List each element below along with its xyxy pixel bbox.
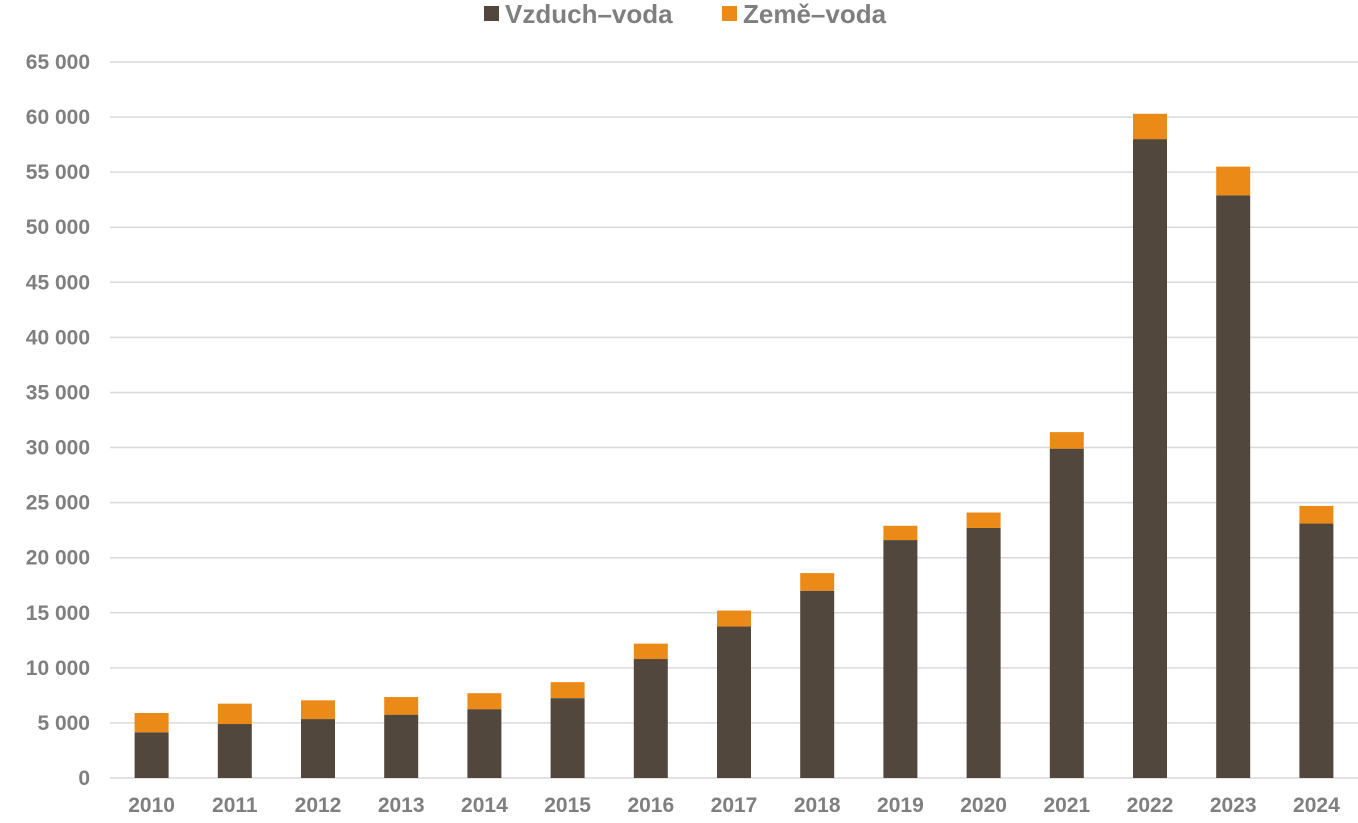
bar-vzduch-voda-2017 [717, 626, 751, 778]
bar-stack-2023 [1216, 166, 1251, 779]
bar-vzduch-voda-2022 [1133, 139, 1167, 779]
bar-vzduch-voda-2012 [301, 719, 335, 778]
bar-zeme-voda-2019 [883, 525, 918, 541]
y-tick-label: 30 000 [26, 437, 90, 460]
bar-stack-2021 [1049, 432, 1084, 778]
y-tick-label: 35 000 [26, 381, 90, 404]
bar-vzduch-voda-2023 [1216, 195, 1251, 779]
x-tick-label: 2014 [461, 794, 508, 817]
bar-zeme-voda-2020 [966, 512, 1001, 528]
bar-stack-2017 [717, 610, 751, 778]
bar-zeme-voda-2013 [384, 697, 419, 715]
bar-stack-2010 [134, 713, 169, 778]
x-tick-label: 2021 [1043, 794, 1090, 817]
bar-vzduch-voda-2010 [134, 732, 169, 778]
bar-zeme-voda-2021 [1049, 432, 1084, 449]
x-tick-label: 2020 [960, 794, 1007, 817]
y-tick-label: 45 000 [26, 271, 90, 294]
x-tick-label: 2018 [794, 794, 841, 817]
bar-zeme-voda-2024 [1299, 505, 1334, 524]
bar-zeme-voda-2014 [467, 693, 502, 710]
bar-stack-2022 [1133, 113, 1167, 779]
bar-stack-2014 [467, 693, 502, 778]
bar-vzduch-voda-2020 [966, 527, 1001, 778]
bar-stack-2018 [800, 573, 835, 778]
legend-swatch [722, 6, 737, 21]
bar-vzduch-voda-2024 [1299, 523, 1334, 778]
y-tick-label: 0 [78, 767, 90, 790]
y-tick-label: 10 000 [26, 657, 90, 680]
x-tick-label: 2010 [128, 794, 175, 817]
y-tick-label: 40 000 [26, 326, 90, 349]
x-tick-label: 2013 [378, 794, 425, 817]
bar-zeme-voda-2010 [134, 713, 169, 733]
bar-zeme-voda-2015 [550, 682, 585, 699]
x-tick-label: 2015 [544, 794, 591, 817]
bar-zeme-voda-2012 [301, 700, 335, 720]
x-tick-label: 2016 [627, 794, 674, 817]
legend-item-vzduch-voda: Vzduch–voda [484, 0, 673, 29]
y-tick-label: 50 000 [26, 216, 90, 239]
bar-zeme-voda-2023 [1216, 166, 1251, 196]
x-tick-label: 2022 [1127, 794, 1174, 817]
y-tick-label: 60 000 [26, 106, 90, 129]
y-axis-tick-labels: 0 5 000 10 000 15 000 20 000 25 000 30 000 35 0… [26, 51, 90, 790]
y-tick-label: 20 000 [26, 547, 90, 570]
bar-vzduch-voda-2011 [217, 724, 252, 778]
bar-vzduch-voda-2018 [800, 590, 835, 778]
x-tick-label: 2017 [711, 794, 758, 817]
bar-vzduch-voda-2015 [550, 698, 585, 778]
legend-swatch [484, 6, 499, 21]
bars [134, 113, 1334, 779]
y-tick-label: 15 000 [26, 602, 90, 625]
x-tick-label: 2023 [1210, 794, 1257, 817]
x-tick-label: 2012 [295, 794, 342, 817]
bar-stack-2013 [384, 697, 419, 778]
bar-zeme-voda-2017 [717, 610, 751, 627]
bar-vzduch-voda-2016 [633, 659, 668, 778]
bar-stack-2011 [217, 703, 252, 778]
legend-label: Vzduch–voda [505, 0, 673, 29]
y-tick-label: 55 000 [26, 161, 90, 184]
legend: Vzduch–voda Země–voda [484, 0, 887, 29]
bar-stack-2024 [1299, 505, 1334, 778]
y-tick-label: 25 000 [26, 492, 90, 515]
bar-stack-2015 [550, 682, 585, 778]
bar-stack-2016 [633, 643, 668, 778]
legend-item-zeme-voda: Země–voda [722, 0, 887, 29]
bar-zeme-voda-2022 [1133, 113, 1167, 140]
bar-stack-2020 [966, 512, 1001, 778]
y-tick-label: 65 000 [26, 51, 90, 74]
bar-stack-2012 [301, 700, 335, 778]
x-tick-label: 2019 [877, 794, 924, 817]
bar-zeme-voda-2016 [633, 643, 668, 660]
bar-vzduch-voda-2019 [883, 540, 918, 778]
bar-vzduch-voda-2014 [467, 709, 502, 778]
bar-zeme-voda-2018 [800, 573, 835, 591]
x-tick-label: 2011 [212, 794, 258, 817]
y-tick-label: 5 000 [37, 712, 90, 735]
bar-zeme-voda-2011 [217, 703, 252, 725]
bar-stack-2019 [883, 525, 918, 778]
x-tick-label: 2024 [1293, 794, 1340, 817]
x-axis-tick-labels: 2010 2011 2012 2013 2014 2015 2016 2017 2018 2019… [128, 794, 1340, 817]
bar-vzduch-voda-2021 [1049, 448, 1084, 778]
bar-vzduch-voda-2013 [384, 714, 419, 778]
legend-label: Země–voda [743, 0, 887, 29]
